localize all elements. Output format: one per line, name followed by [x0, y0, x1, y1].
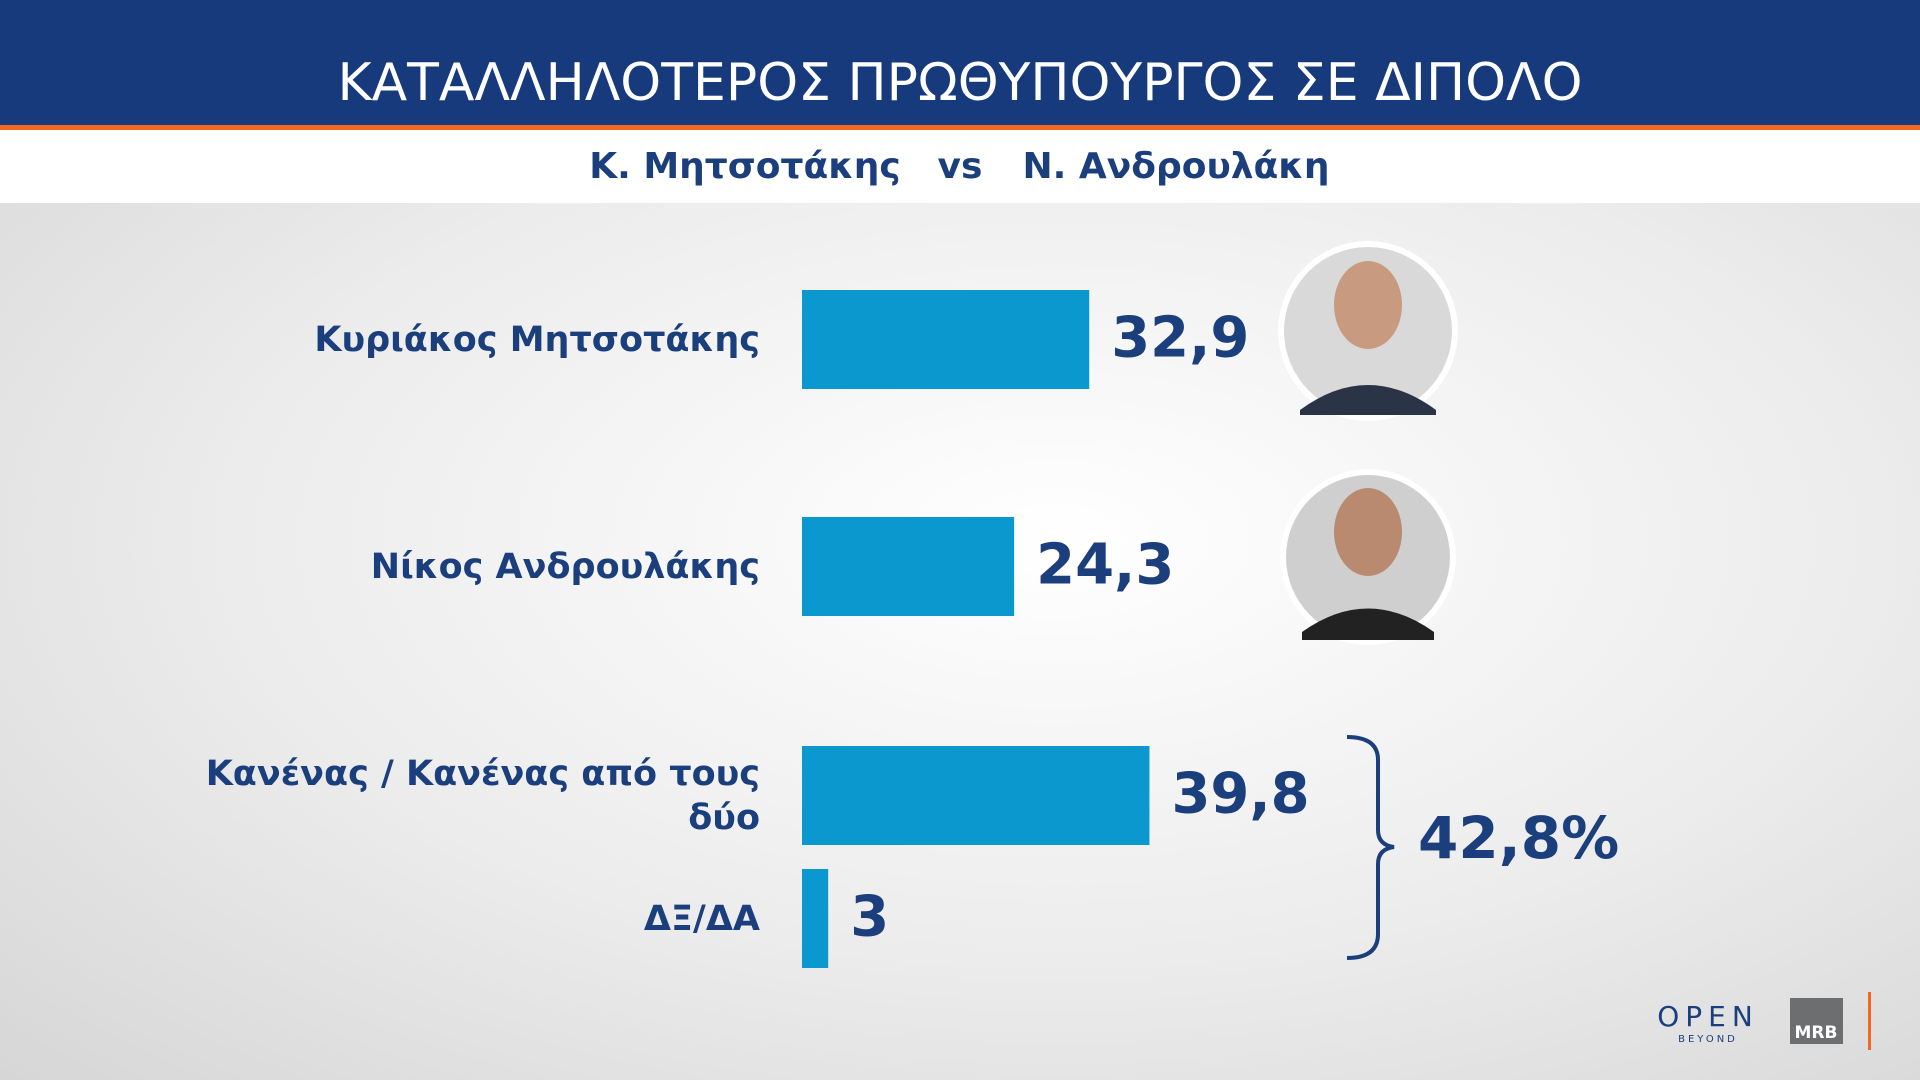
header-stripe	[0, 125, 1920, 130]
bar	[802, 746, 1150, 845]
subtitle: vs	[938, 146, 983, 187]
logo-divider	[1868, 992, 1871, 1050]
subtitle: Κ. Μητσοτάκης	[589, 146, 901, 187]
value-label: 3	[850, 885, 889, 950]
category-label: Κυριάκος Μητσοτάκης	[314, 319, 760, 360]
annotation: 42,8%	[1418, 804, 1619, 872]
bar	[802, 869, 829, 968]
chart-title: ΚΑΤΑΛΛΗΛΟΤΕΡΟΣ ΠΡΩΘΥΠΟΥΡΓΟΣ ΣΕ ΔΙΠΟΛΟ	[337, 53, 1582, 113]
header-band	[0, 0, 1920, 125]
subtitle-band	[0, 130, 1920, 203]
logo: OPEN	[1657, 1000, 1759, 1033]
subtitle: Ν. Ανδρουλάκη	[1023, 146, 1330, 187]
bracket	[1346, 735, 1395, 960]
value-label: 32,9	[1111, 306, 1249, 371]
category-label: Νίκος Ανδρουλάκης	[370, 546, 760, 587]
logo: MRB	[1795, 1023, 1838, 1043]
bar	[802, 290, 1090, 389]
logo: BEYOND	[1678, 1034, 1738, 1045]
value-label: 24,3	[1036, 533, 1174, 598]
category-label: Κανένας / Κανένας από τους δύο	[205, 753, 760, 838]
photo	[1278, 241, 1458, 421]
photo	[1280, 469, 1456, 645]
value-label: 39,8	[1171, 762, 1309, 827]
category-label: ΔΞ/ΔΑ	[643, 898, 760, 939]
logo-box	[1790, 998, 1843, 1044]
bar	[802, 517, 1015, 616]
